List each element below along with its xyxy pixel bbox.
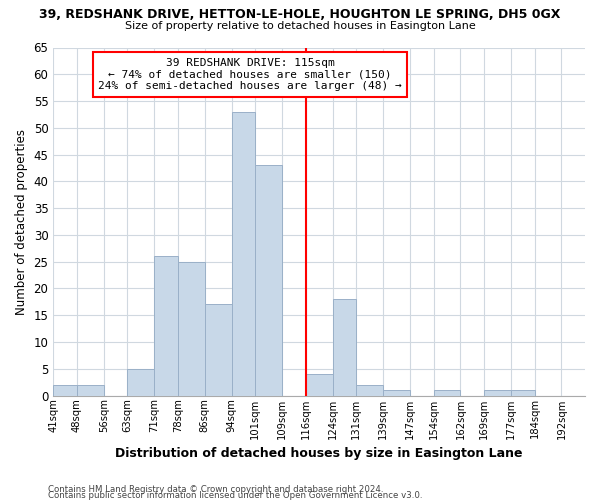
Bar bbox=[305, 374, 332, 396]
Bar bbox=[178, 262, 205, 396]
Bar bbox=[255, 166, 282, 396]
Text: 39 REDSHANK DRIVE: 115sqm
← 74% of detached houses are smaller (150)
24% of semi: 39 REDSHANK DRIVE: 115sqm ← 74% of detac… bbox=[98, 58, 402, 91]
Text: 39, REDSHANK DRIVE, HETTON-LE-HOLE, HOUGHTON LE SPRING, DH5 0GX: 39, REDSHANK DRIVE, HETTON-LE-HOLE, HOUG… bbox=[40, 8, 560, 20]
Bar bbox=[77, 385, 104, 396]
Bar bbox=[232, 112, 255, 396]
Bar bbox=[127, 368, 154, 396]
Text: Contains public sector information licensed under the Open Government Licence v3: Contains public sector information licen… bbox=[48, 490, 422, 500]
Bar bbox=[205, 304, 232, 396]
Y-axis label: Number of detached properties: Number of detached properties bbox=[15, 128, 28, 314]
Bar bbox=[154, 256, 178, 396]
Bar bbox=[484, 390, 511, 396]
Bar bbox=[332, 299, 356, 396]
Bar bbox=[53, 385, 77, 396]
Bar bbox=[383, 390, 410, 396]
Text: Size of property relative to detached houses in Easington Lane: Size of property relative to detached ho… bbox=[125, 21, 475, 31]
Bar bbox=[511, 390, 535, 396]
Bar bbox=[356, 385, 383, 396]
Text: Contains HM Land Registry data © Crown copyright and database right 2024.: Contains HM Land Registry data © Crown c… bbox=[48, 484, 383, 494]
X-axis label: Distribution of detached houses by size in Easington Lane: Distribution of detached houses by size … bbox=[115, 447, 523, 460]
Bar bbox=[434, 390, 460, 396]
